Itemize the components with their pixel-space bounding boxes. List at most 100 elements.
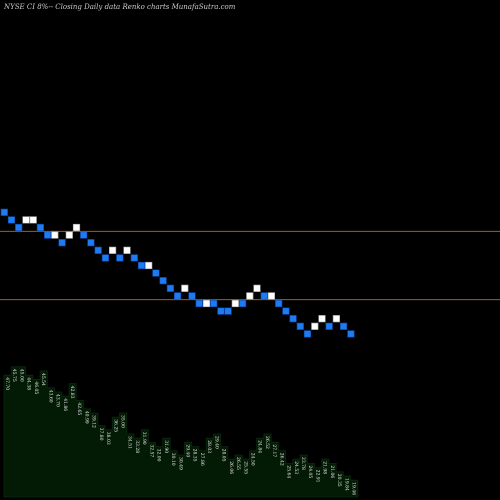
renko-brick-down — [101, 254, 109, 262]
value-label: 41.86 — [62, 398, 68, 411]
value-label: 21.98 — [322, 461, 328, 474]
value-label: 46.05 — [33, 381, 39, 394]
value-label: 20.35 — [336, 474, 342, 487]
reference-lines — [0, 230, 500, 301]
renko-brick-down — [43, 231, 52, 239]
value-label: 24.53 — [293, 461, 299, 474]
renko-brick-up — [253, 284, 261, 292]
renko-brick-up — [332, 315, 341, 323]
renko-bricks — [0, 208, 355, 338]
value-label: 24.84 — [257, 440, 263, 453]
renko-brick-up — [29, 216, 37, 224]
renko-brick-down — [275, 299, 283, 308]
renko-brick-down — [217, 307, 225, 315]
renko-brick-up — [267, 292, 276, 300]
value-label: 31.90 — [141, 432, 147, 445]
value-label: 36.25 — [112, 419, 118, 432]
renko-brick-down — [174, 292, 182, 300]
renko-brick-down — [296, 322, 304, 330]
value-label: 32.00 — [156, 449, 162, 462]
value-label: 40.99 — [83, 411, 89, 424]
value-label: 45.54 — [40, 373, 46, 386]
volume-fill — [3, 366, 359, 498]
value-label: 42.65 — [76, 402, 82, 415]
value-label: 26.06 — [228, 461, 234, 474]
renko-brick-down — [166, 284, 175, 292]
value-label: 19.46 — [351, 482, 357, 495]
value-label: 29.40 — [213, 436, 219, 449]
value-label: 34.51 — [127, 436, 133, 449]
renko-brick-down — [159, 277, 167, 285]
chart-title: NYSE CI 8%-- Closing Daily data Renko ch… — [3, 3, 236, 11]
value-label: 26.52 — [264, 436, 270, 449]
renko-brick-up — [65, 231, 73, 239]
renko-brick-down — [195, 299, 203, 308]
value-label: 31.90 — [163, 440, 169, 453]
renko-brick-up — [311, 322, 319, 330]
renko-brick-down — [137, 261, 146, 270]
renko-brick-down — [87, 239, 95, 247]
value-label: 32.57 — [148, 444, 154, 457]
renko-brick-down — [239, 299, 247, 308]
renko-brick-down — [80, 231, 88, 239]
value-label: 44.38 — [26, 377, 32, 390]
value-label: 45.75 — [11, 369, 17, 382]
renko-brick-down — [188, 292, 196, 300]
renko-brick-down — [210, 299, 218, 308]
renko-brick-down — [347, 330, 355, 338]
renko-brick-down — [289, 315, 297, 323]
renko-brick-down — [15, 223, 23, 232]
renko-brick-up — [145, 261, 153, 270]
value-label: 35.00 — [120, 415, 126, 428]
renko-brick-up — [51, 231, 59, 239]
value-label: 25.55 — [242, 461, 248, 474]
value-label: 45.00 — [18, 369, 24, 382]
value-label: 27.86 — [199, 453, 205, 466]
renko-brick-up — [123, 246, 131, 254]
value-label: 24.05 — [307, 465, 313, 478]
value-label: 37.80 — [98, 428, 104, 441]
value-label: 47.70 — [4, 377, 10, 390]
value-label: 23.78 — [300, 457, 306, 470]
value-label: 42.83 — [69, 386, 75, 399]
renko-brick-up — [202, 299, 211, 308]
value-label: 26.55 — [235, 457, 241, 470]
renko-brick-down — [130, 254, 138, 262]
value-label: 19.84 — [343, 478, 349, 491]
renko-brick-down — [94, 246, 102, 254]
value-label: 43.60 — [47, 390, 53, 403]
renko-brick-up — [72, 223, 81, 232]
renko-brick-down — [325, 322, 333, 330]
renko-brick-down — [260, 292, 268, 300]
renko-brick-up — [318, 315, 326, 323]
renko-brick-down — [36, 223, 44, 232]
value-label: 29.40 — [185, 444, 191, 457]
value-label: 30.10 — [170, 453, 176, 466]
renko-brick-down — [152, 269, 160, 277]
renko-brick-up — [109, 246, 117, 254]
value-label: 25.64 — [286, 465, 292, 478]
renko-brick-down — [282, 307, 290, 315]
value-label: 39.12 — [91, 415, 97, 428]
renko-brick-up — [22, 216, 30, 224]
value-label: 21.06 — [329, 465, 335, 478]
value-label: 28.35 — [192, 449, 198, 462]
value-label: 38.03 — [105, 432, 111, 445]
value-label: 28.03 — [206, 440, 212, 453]
renko-brick-down — [224, 307, 232, 315]
renko-brick-down — [0, 208, 8, 216]
value-label: 27.17 — [271, 444, 277, 457]
volume-area — [3, 366, 359, 498]
value-label: 26.42 — [278, 453, 284, 466]
value-label: 24.50 — [249, 453, 255, 466]
value-label: 33.28 — [134, 440, 140, 453]
renko-brick-down — [58, 239, 66, 247]
renko-brick-up — [246, 292, 254, 300]
renko-brick-down — [7, 216, 16, 224]
value-label: 28.05 — [221, 449, 227, 462]
value-label: 22.91 — [314, 470, 320, 483]
renko-brick-down — [339, 322, 348, 330]
value-label: 43.70 — [55, 394, 61, 407]
